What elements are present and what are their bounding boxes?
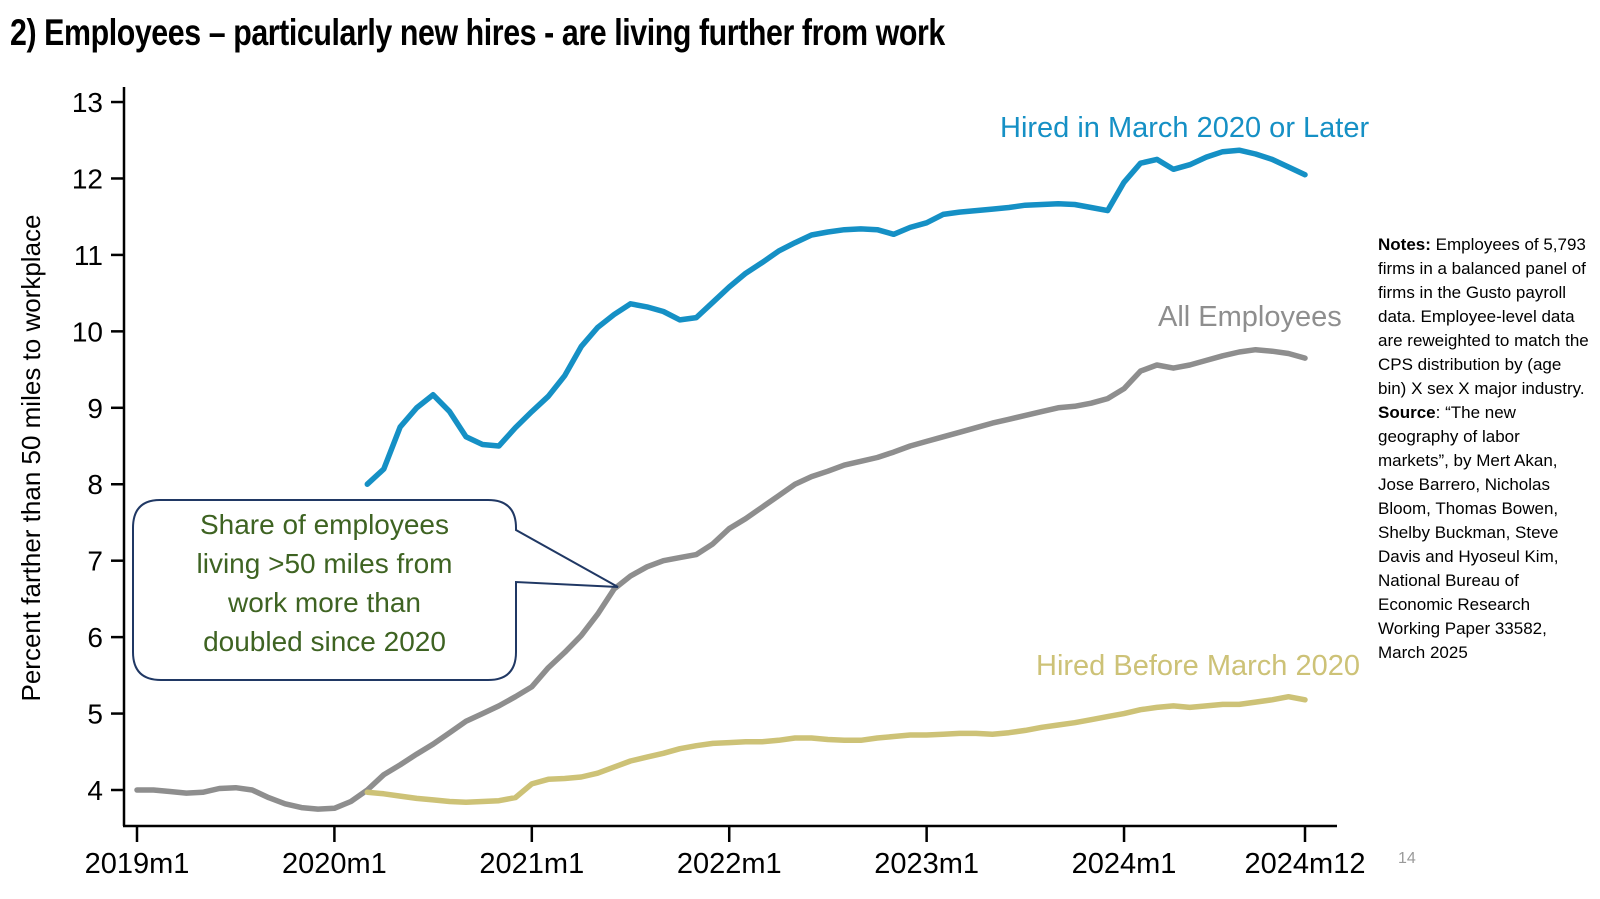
page-title: 2) Employees – particularly new hires - … xyxy=(10,12,945,53)
series-line-1 xyxy=(134,346,1308,812)
y-tick-label: 5 xyxy=(87,699,103,730)
y-tick-label: 13 xyxy=(72,87,103,118)
x-tick-label: 2020m1 xyxy=(282,848,387,880)
notes-block: Notes: Employees of 5,793 firms in a bal… xyxy=(1378,233,1593,665)
series-label-hired-before-march-2020: Hired Before March 2020 xyxy=(1036,650,1360,682)
x-tick-label: 2024m1 xyxy=(1072,848,1177,880)
page-number: 14 xyxy=(1398,850,1416,867)
callout-line: doubled since 2020 xyxy=(203,626,446,657)
callout-annotation: Share of employees living >50 miles from… xyxy=(133,505,516,661)
y-tick-label: 12 xyxy=(72,163,103,194)
y-tick-label: 10 xyxy=(72,316,103,347)
notes-text: Employees of 5,793 firms in a balanced p… xyxy=(1378,235,1589,398)
source-label: Source xyxy=(1378,403,1436,422)
series-label-hired-march-2020-or-later: Hired in March 2020 or Later xyxy=(1000,112,1370,144)
source-text: : “The new geography of labor markets”, … xyxy=(1378,403,1559,662)
callout-bubble xyxy=(132,499,619,681)
y-axis-title: Percent farther than 50 miles to workpla… xyxy=(16,214,46,702)
callout-line: Share of employees xyxy=(199,509,450,540)
callout-line: work more than xyxy=(228,587,421,618)
y-tick-label: 9 xyxy=(87,393,103,424)
y-tick-label: 7 xyxy=(87,546,103,577)
x-tick-label: 2022m1 xyxy=(677,848,782,880)
y-tick-label: 4 xyxy=(87,775,103,806)
y-tick-label: 11 xyxy=(74,240,103,271)
x-tick-label: 2024m12 xyxy=(1245,848,1366,880)
x-tick-label: 2021m1 xyxy=(479,848,584,880)
x-tick-label: 2023m1 xyxy=(874,848,979,880)
y-tick-label: 8 xyxy=(87,469,103,500)
series-line-0 xyxy=(364,147,1308,487)
series-line-2 xyxy=(364,693,1308,805)
callout-line: living >50 miles from xyxy=(196,548,453,579)
x-tick-label: 2019m1 xyxy=(85,848,190,880)
series-label-all-employees: All Employees xyxy=(1158,301,1342,333)
y-tick-label: 6 xyxy=(87,622,103,653)
notes-label: Notes: xyxy=(1378,235,1431,254)
